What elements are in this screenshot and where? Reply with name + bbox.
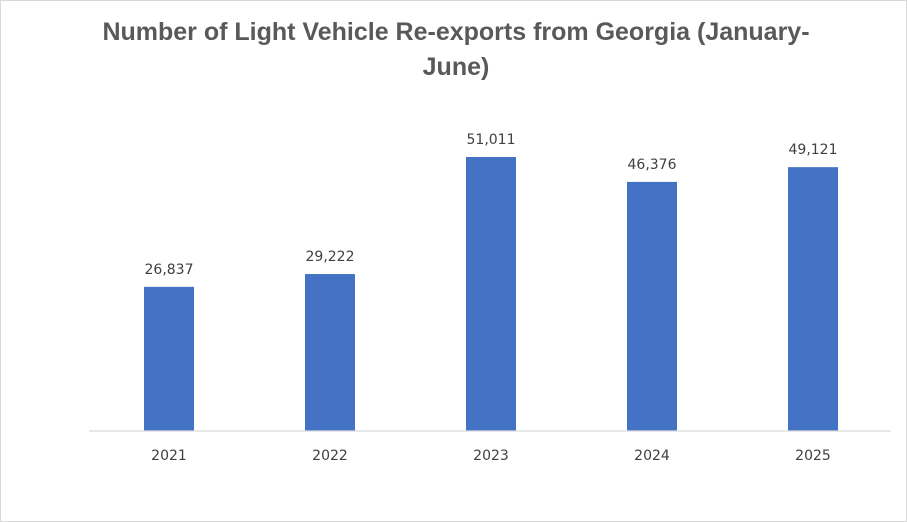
bar-2021 <box>144 286 194 431</box>
chart-title: Number of Light Vehicle Re-exports from … <box>102 18 810 81</box>
bars-layer <box>144 157 838 432</box>
x-tick-label-2022: 2022 <box>312 448 348 464</box>
x-tick-label-2024: 2024 <box>634 448 670 464</box>
x-tick-label-2023: 2023 <box>473 448 509 464</box>
data-label-2024: 46,376 <box>628 157 677 173</box>
data-label-2022: 29,222 <box>306 249 355 265</box>
x-tick-label-2021: 2021 <box>151 448 187 464</box>
x-tick-label-2025: 2025 <box>795 448 831 464</box>
bar-2025 <box>788 167 838 432</box>
bar-2022 <box>305 274 355 431</box>
data-label-2023: 51,011 <box>467 132 516 148</box>
data-label-2025: 49,121 <box>789 142 838 158</box>
bar-2024 <box>627 181 677 431</box>
bar-2023 <box>466 157 516 431</box>
data-label-2021: 26,837 <box>145 262 194 278</box>
x-tick-labels-layer: 2021 2022 2023 2024 2025 <box>151 448 831 464</box>
data-labels-layer: 26,837 29,222 51,011 46,376 49,121 <box>145 132 838 278</box>
